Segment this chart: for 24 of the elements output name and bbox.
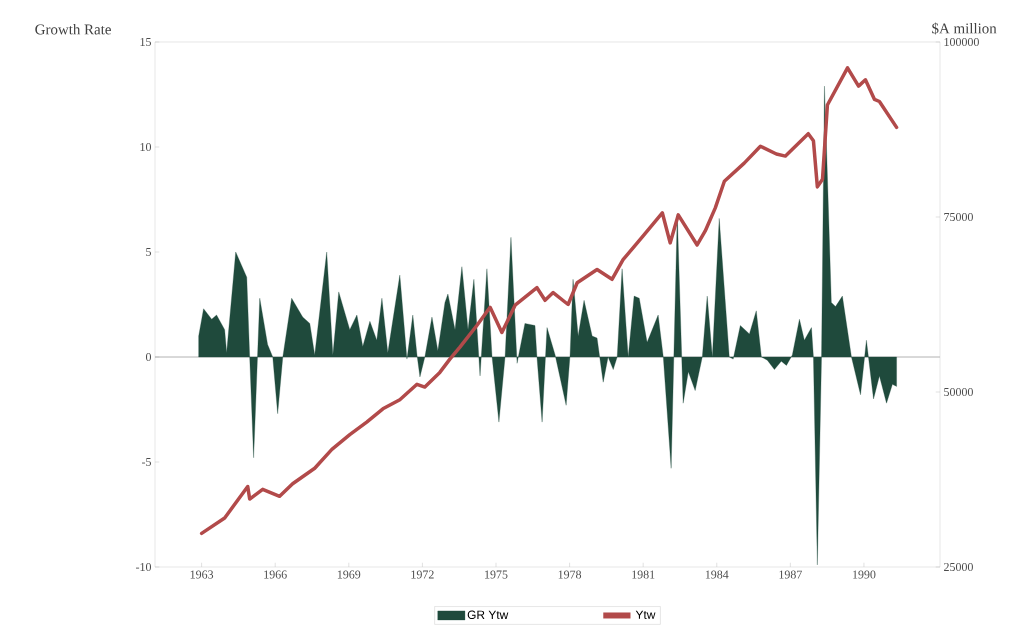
y2-tick-label: 100000: [944, 37, 979, 47]
y-tick-label: -10: [135, 562, 152, 572]
y2-axis-title: $A million: [932, 22, 997, 35]
x-tick-label: 1981: [632, 570, 655, 579]
x-tick-label: 1990: [853, 570, 876, 579]
x-tick-label: 1978: [558, 570, 582, 579]
y-tick-label: 0: [145, 352, 152, 362]
legend-label: Ytw: [635, 610, 656, 619]
x-tick-label: 1987: [779, 570, 802, 579]
x-tick-label: 1984: [705, 570, 729, 579]
y-axis-title: Growth Rate: [35, 23, 111, 35]
legend-label: GR Ytw: [467, 610, 509, 620]
x-tick-label: 1975: [485, 570, 508, 579]
y2-tick-label: 25000: [944, 562, 973, 572]
y2-tick-label: 75000: [944, 212, 973, 222]
x-tick-label: 1966: [264, 570, 287, 579]
x-tick-label: 1972: [411, 570, 434, 579]
y-tick-label: 5: [146, 248, 152, 256]
y-tick-label: 10: [140, 142, 152, 152]
y-tick-label: 15: [140, 37, 152, 46]
y2-tick-label: 50000: [944, 387, 973, 397]
x-tick-label: 1969: [337, 570, 361, 579]
y-tick-label: -5: [141, 458, 152, 466]
x-tick-label: 1963: [190, 570, 214, 579]
